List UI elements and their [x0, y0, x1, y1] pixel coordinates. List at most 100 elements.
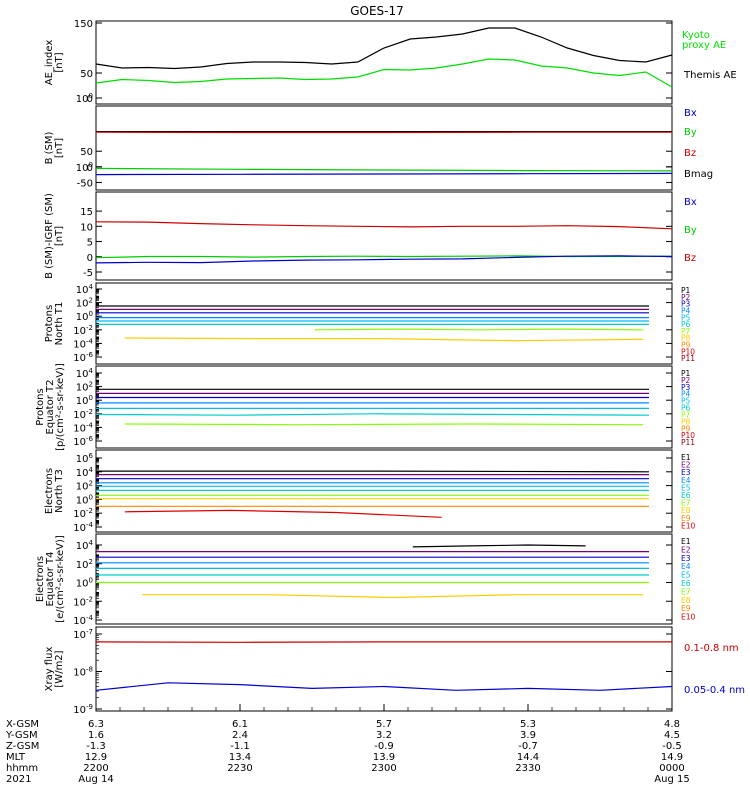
legend-bsm-by: By: [684, 127, 697, 138]
y-axis-label: [nT]: [54, 52, 65, 72]
legend-bigrf-bx: Bx: [684, 197, 697, 208]
legend-enorth-e3: E3: [681, 468, 691, 477]
y-tick-label: 106: [76, 452, 94, 465]
legend-ae-themis-ae: Themis AE: [683, 70, 737, 81]
legend-enorth-e1: E1: [681, 453, 691, 462]
legend-pnorth-p7: P7: [681, 327, 691, 336]
series-ae-themis-ae: [95, 27, 673, 70]
legend-pnorth-p10: P10: [681, 347, 695, 356]
year-label: 2021: [6, 774, 31, 785]
y-tick-label: 100: [76, 577, 93, 590]
legend-enorth-e10: E10: [681, 521, 696, 530]
time-row-value: 2300: [371, 763, 396, 774]
y-tick-label: 100: [76, 92, 93, 105]
legend-eequator-e4: E4: [681, 562, 691, 571]
legend-bigrf-bz: Bz: [684, 253, 696, 264]
series-bsm-by: [95, 167, 673, 172]
time-row-value: -1.3: [86, 741, 106, 752]
time-row-value: 12.9: [85, 752, 107, 763]
legend-ae-proxy-ae: proxy AE: [682, 40, 726, 51]
y-tick-label: 100: [76, 493, 93, 506]
y-axis-label: [p/(cm²-s-sr-keV)]: [55, 363, 66, 451]
series-pequator-p6: [95, 413, 650, 416]
y-axis-label: Xray flux: [44, 647, 55, 692]
y-tick-label: 10-2: [73, 408, 93, 421]
y-tick-label: 104: [76, 539, 94, 552]
panel-frame: [95, 191, 673, 281]
panel-frame: [95, 105, 673, 191]
time-row-value: 5.3: [520, 719, 536, 730]
y-tick-label: 0: [87, 94, 93, 105]
y-tick-label: 102: [76, 558, 93, 571]
time-row-value: 2.4: [232, 730, 248, 741]
legend-pnorth-p11: P11: [681, 354, 695, 363]
legend-pnorth-p8: P8: [681, 334, 691, 343]
legend-enorth-e7: E7: [681, 499, 691, 508]
series-bigrf-bx: [95, 255, 673, 264]
series-eequator-e1: [412, 544, 586, 548]
series-bsm-bx: [95, 172, 673, 176]
time-row-value: 4.5: [664, 730, 680, 741]
legend-pnorth-p4: P4: [681, 306, 691, 315]
y-tick-label: -50: [77, 178, 93, 189]
legend-bigrf-by: By: [684, 225, 697, 236]
legend-xray-0-1-0-8-nm: 0.1-0.8 nm: [684, 643, 739, 654]
end-date-label: Aug 15: [654, 774, 689, 785]
time-row-label: X-GSM: [6, 719, 39, 730]
y-tick-label: 5: [87, 238, 93, 249]
panel-frame: [95, 626, 673, 712]
legend-eequator-e10: E10: [681, 613, 696, 622]
series-ae-kyoto-proxy-ae: [95, 58, 673, 88]
y-tick-label: 102: [76, 480, 93, 493]
time-row-value: 3.2: [376, 730, 392, 741]
series-eequator-e8: [142, 594, 644, 599]
legend-enorth-e4: E4: [681, 476, 691, 485]
legend-eequator-e9: E9: [681, 604, 691, 613]
y-tick-label: 0: [87, 253, 93, 264]
time-row-label: Z-GSM: [6, 741, 39, 752]
legend-ae-kyoto: Kyoto: [682, 30, 710, 41]
legend-pequator-p5: P5: [681, 397, 691, 406]
legend-pequator-p2: P2: [681, 376, 691, 385]
legend-pequator-p7: P7: [681, 410, 691, 419]
series-pnorth-p7: [314, 328, 644, 331]
time-row-value: 6.3: [88, 719, 104, 730]
y-tick-label: 102: [76, 297, 93, 310]
y-tick-label: 10-7: [73, 628, 93, 641]
panel-xray: 10-9 10-8 10-7 Xray flux [W/m2] 0.1-0.8 nm 0.0…: [44, 626, 745, 716]
y-axis-label: Equator T2: [45, 380, 56, 435]
y-tick-label: 50: [80, 69, 93, 80]
legend-bsm-bx: Bx: [684, 108, 697, 119]
legend-eequator-e8: E8: [681, 596, 691, 605]
legend-pequator-p4: P4: [681, 390, 691, 399]
time-row-value: 3.9: [520, 730, 536, 741]
time-row-label: MLT: [6, 752, 26, 763]
series-enorth-e10: [124, 509, 442, 518]
time-row-value: 14.4: [517, 752, 539, 763]
y-axis-label: Electrons: [35, 556, 46, 602]
time-row-value: 14.9: [661, 752, 683, 763]
panel-bigrf: -5 0 5 10 15 B (SM)-IGRF (SM) [nT] Bx By Bz: [44, 191, 697, 281]
y-axis-label: North T1: [54, 302, 65, 346]
y-tick-label: 10-4: [73, 421, 93, 434]
legend-xray-0-05-0-4-nm: 0.05-0.4 nm: [684, 685, 745, 696]
panel-bsm: -50 0 50 100 B (SM) [nT] Bx By Bz Bmag: [44, 105, 713, 191]
y-tick-label: 10: [80, 222, 93, 233]
time-row-value: 13.4: [229, 752, 251, 763]
y-axis-label: [nT]: [54, 138, 65, 158]
panel-frame: [95, 365, 673, 449]
y-tick-label: 10-4: [73, 521, 93, 534]
y-tick-label: 104: [76, 283, 94, 296]
y-axis-label: [e/(cm²-s-sr-keV)]: [55, 535, 66, 623]
y-tick-label: 10-4: [73, 337, 93, 350]
legend-pequator-p8: P8: [681, 417, 691, 426]
legend-pnorth-p9: P9: [681, 341, 691, 350]
legend-pnorth-p1: P1: [681, 286, 691, 295]
legend-eequator-e1: E1: [681, 537, 691, 546]
time-row-value: -0.5: [662, 741, 682, 752]
legend-pequator-p1: P1: [681, 369, 691, 378]
y-axis-label: Protons: [35, 388, 46, 425]
